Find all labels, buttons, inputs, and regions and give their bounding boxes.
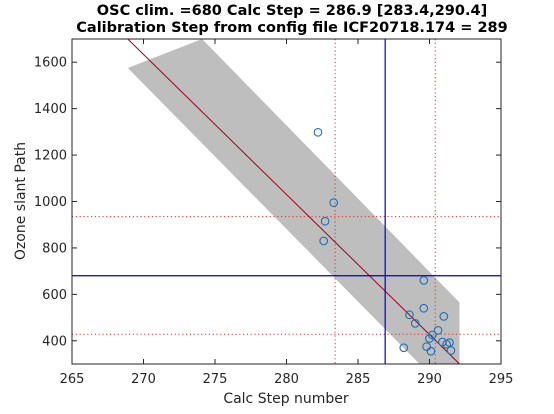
x-tick-label-285: 285 (346, 372, 371, 387)
data-point-18 (446, 346, 456, 355)
data-point-9 (410, 319, 420, 328)
data-point-19 (426, 346, 436, 356)
chart-title-line1: OSC clim. =680 Calc Step = 286.9 [283.4,… (97, 3, 487, 19)
data-point-15 (442, 339, 452, 349)
data-point-2 (329, 198, 339, 208)
data-point-4 (319, 236, 329, 246)
y-tick-label-1600: 1600 (34, 56, 67, 71)
y-tick-label-600: 600 (42, 288, 67, 303)
axes: 265 270 275 280 285 290 295 400 600 800 1000 1200 14… (34, 38, 514, 387)
regression-line (127, 39, 460, 364)
data-point-17 (399, 343, 409, 353)
y-tick-label-1000: 1000 (34, 195, 67, 210)
data-point-12 (425, 334, 434, 343)
data-point-1 (313, 127, 323, 137)
data-point-3 (320, 216, 330, 226)
data-point-5 (419, 276, 429, 285)
x-tick-label-290: 290 (417, 372, 442, 387)
data-point-8 (439, 312, 449, 321)
y-axis-label: Ozone slant Path (13, 142, 29, 260)
x-tick-label-280: 280 (274, 372, 299, 387)
y-tick-label-800: 800 (42, 241, 67, 256)
y-tick-label-1200: 1200 (34, 149, 67, 164)
x-tick-label-275: 275 (203, 372, 228, 387)
x-tick-label-270: 270 (131, 372, 156, 387)
data-point-16 (422, 342, 431, 351)
y-tick-label-1400: 1400 (34, 102, 67, 117)
x-tick-label-295: 295 (489, 372, 514, 387)
x-axis-label: Calc Step number (223, 391, 349, 407)
x-tick-label-265: 265 (60, 372, 85, 387)
data-point-10 (433, 325, 443, 335)
data-point-6 (419, 303, 429, 313)
data-point-7 (405, 310, 414, 320)
y-tick-label-400: 400 (42, 334, 67, 349)
plot-area (72, 39, 501, 364)
chart-title-line2: Calibration Step from config file ICF207… (76, 20, 507, 36)
